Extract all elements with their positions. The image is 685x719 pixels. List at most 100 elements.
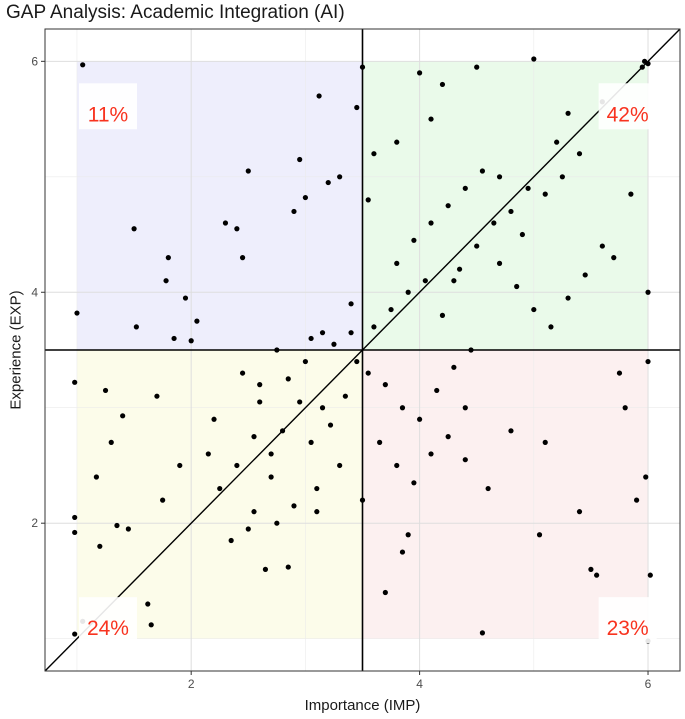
data-point (417, 416, 423, 422)
data-point (154, 393, 160, 399)
data-point (239, 255, 246, 261)
data-point (394, 462, 400, 469)
diagonal-reference-line (44, 28, 681, 672)
y-tick-label: 4 (31, 285, 38, 299)
quadrant-label: 11% (88, 103, 128, 126)
data-point (645, 289, 651, 295)
data-point (645, 61, 651, 67)
data-point (468, 347, 474, 353)
data-point (536, 532, 543, 538)
quadrant-label-box (598, 83, 657, 130)
data-point (291, 208, 297, 215)
data-point (634, 497, 640, 503)
data-point (222, 220, 229, 226)
data-point (365, 370, 371, 376)
axis-ticks: 2 4 6 2 4 6 (31, 54, 651, 691)
data-point (474, 64, 480, 70)
data-point (456, 266, 463, 272)
data-point (308, 439, 314, 445)
data-point (165, 255, 171, 261)
data-point (354, 358, 360, 365)
data-point (234, 226, 240, 232)
data-point (645, 358, 651, 365)
data-point (411, 480, 417, 486)
data-point (182, 295, 189, 301)
data-point (319, 330, 326, 336)
data-point (462, 457, 468, 463)
data-point (120, 413, 126, 419)
data-point (434, 387, 440, 394)
data-point (405, 289, 411, 295)
data-point (148, 622, 154, 628)
data-point (371, 324, 377, 330)
data-point (316, 93, 322, 99)
data-point (268, 474, 274, 480)
quadrant-label-box (78, 597, 137, 644)
data-point (291, 503, 297, 509)
data-point (274, 347, 280, 353)
data-point (297, 156, 303, 163)
data-point (93, 474, 99, 480)
x-tick-label: 2 (188, 677, 195, 691)
data-point (445, 203, 451, 209)
data-point (262, 566, 269, 572)
data-point (359, 497, 366, 503)
data-point (251, 509, 257, 515)
data-point (622, 405, 628, 411)
data-point (171, 335, 177, 342)
data-point (342, 393, 348, 399)
data-point (72, 529, 78, 536)
data-point (428, 451, 434, 457)
data-point (337, 462, 343, 469)
data-point (302, 194, 308, 201)
quadrant-label-box (598, 597, 657, 644)
data-point (319, 405, 326, 411)
data-point (445, 434, 451, 440)
data-point (337, 174, 343, 180)
data-point (639, 64, 645, 70)
data-point (365, 197, 371, 203)
data-point (74, 310, 80, 316)
data-point (194, 318, 200, 324)
quadrant-region-4 (362, 350, 649, 639)
data-point (496, 260, 503, 266)
data-point (508, 208, 514, 215)
data-point (160, 497, 166, 503)
data-point (399, 549, 406, 555)
data-point (102, 387, 109, 394)
data-point (508, 428, 514, 434)
data-point (491, 220, 497, 226)
data-point (388, 306, 394, 313)
data-point (451, 364, 457, 370)
data-point (97, 543, 103, 549)
data-point (394, 139, 400, 145)
data-point (145, 601, 151, 607)
data-point (474, 243, 480, 249)
data-point (234, 462, 240, 469)
data-point (163, 278, 169, 284)
data-point (228, 537, 234, 544)
data-point (331, 341, 337, 347)
data-point (114, 522, 120, 529)
data-point (382, 589, 388, 596)
data-point (274, 520, 280, 526)
quadrant-label: 42% (607, 103, 649, 126)
data-point (177, 462, 183, 469)
y-axis-title: Experience (EXP) (7, 290, 24, 409)
data-point (251, 434, 257, 440)
data-point (359, 64, 366, 70)
data-point (72, 631, 78, 637)
data-point (531, 306, 537, 313)
data-point (428, 116, 434, 122)
data-point (565, 110, 571, 116)
data-point (399, 405, 406, 411)
data-point (565, 295, 571, 301)
data-point (647, 572, 653, 578)
data-point (542, 191, 548, 197)
data-point (131, 226, 137, 232)
quadrant-labels: 11% 42% 24% 23% (78, 83, 657, 644)
data-point (451, 278, 457, 284)
data-point (257, 399, 263, 405)
data-point (239, 370, 246, 376)
